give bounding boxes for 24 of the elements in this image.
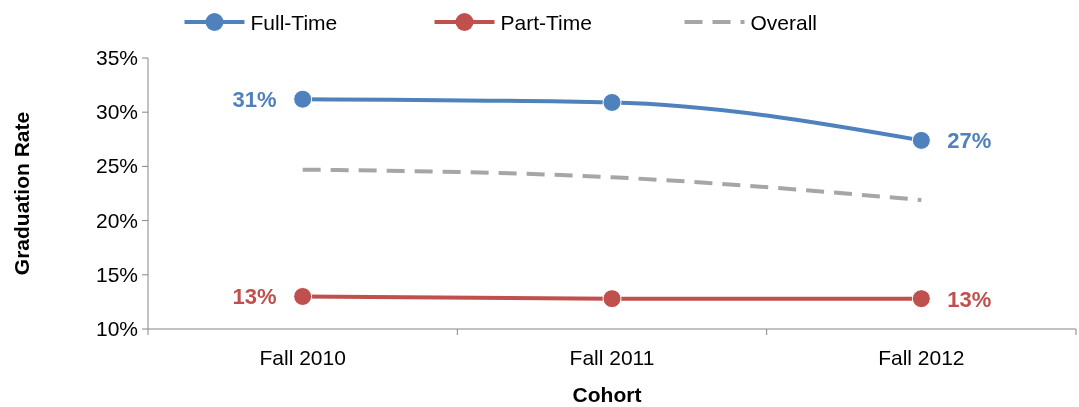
x-tick-label: Fall 2012 — [878, 346, 965, 369]
data-label: 13% — [947, 286, 992, 312]
legend-label: Overall — [750, 11, 818, 34]
data-label: 31% — [232, 87, 277, 113]
legend-label: Full-Time — [250, 11, 338, 34]
y-axis-title: Graduation Rate — [10, 111, 33, 276]
y-tick-label: 30% — [95, 100, 138, 124]
data-label: 27% — [947, 128, 992, 154]
y-tick-label: 25% — [95, 154, 138, 178]
point — [602, 289, 622, 309]
point — [602, 92, 622, 112]
legend-label: Part-Time — [500, 11, 592, 34]
y-tick-label: 35% — [95, 46, 138, 69]
point — [911, 130, 931, 150]
point — [911, 289, 931, 309]
point — [293, 89, 313, 109]
x-tick-label: Fall 2011 — [569, 346, 655, 369]
point — [293, 286, 313, 306]
y-tick-label: 10% — [95, 317, 138, 340]
x-tick-label: Fall 2010 — [259, 346, 346, 369]
x-axis-title: Cohort — [572, 383, 642, 406]
y-tick-label: 15% — [95, 262, 138, 286]
y-tick-label: 20% — [95, 208, 138, 232]
data-label: 13% — [232, 284, 277, 310]
